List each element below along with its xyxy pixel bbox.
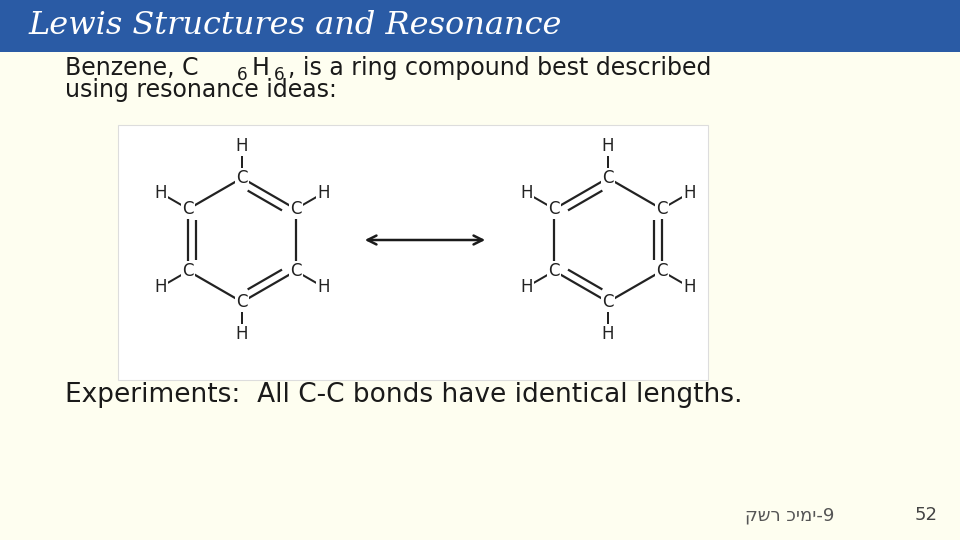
Text: C: C (236, 293, 248, 311)
Text: Experiments:  All C-C bonds have identical lengths.: Experiments: All C-C bonds have identica… (65, 382, 742, 408)
Text: C: C (236, 169, 248, 187)
Text: 52: 52 (915, 506, 938, 524)
Text: Lewis Structures and Resonance: Lewis Structures and Resonance (28, 10, 562, 42)
Text: H: H (602, 137, 614, 155)
Text: H: H (155, 184, 167, 202)
Text: H: H (520, 184, 533, 202)
Text: H: H (236, 137, 249, 155)
Text: קשר כימי-9: קשר כימי-9 (745, 506, 834, 524)
Bar (118, 125, 708, 380)
Text: C: C (602, 293, 613, 311)
Text: H: H (520, 278, 533, 296)
Text: C: C (548, 262, 560, 280)
Text: 6: 6 (275, 66, 285, 84)
Text: Benzene, C: Benzene, C (65, 56, 199, 80)
Text: H: H (155, 278, 167, 296)
Text: H: H (236, 325, 249, 343)
Text: C: C (290, 200, 301, 218)
Text: using resonance ideas:: using resonance ideas: (65, 78, 337, 102)
Text: H: H (318, 184, 330, 202)
Text: C: C (182, 200, 194, 218)
Text: C: C (656, 200, 667, 218)
Text: C: C (656, 262, 667, 280)
Text: C: C (548, 200, 560, 218)
Text: H: H (684, 184, 696, 202)
Text: H: H (318, 278, 330, 296)
Text: C: C (182, 262, 194, 280)
Text: 6: 6 (237, 66, 248, 84)
Text: , is a ring compound best described: , is a ring compound best described (288, 56, 711, 80)
Text: C: C (290, 262, 301, 280)
Text: H: H (252, 56, 269, 80)
Text: H: H (684, 278, 696, 296)
Text: H: H (602, 325, 614, 343)
Bar (0, 0, 960, 52)
Text: C: C (602, 169, 613, 187)
